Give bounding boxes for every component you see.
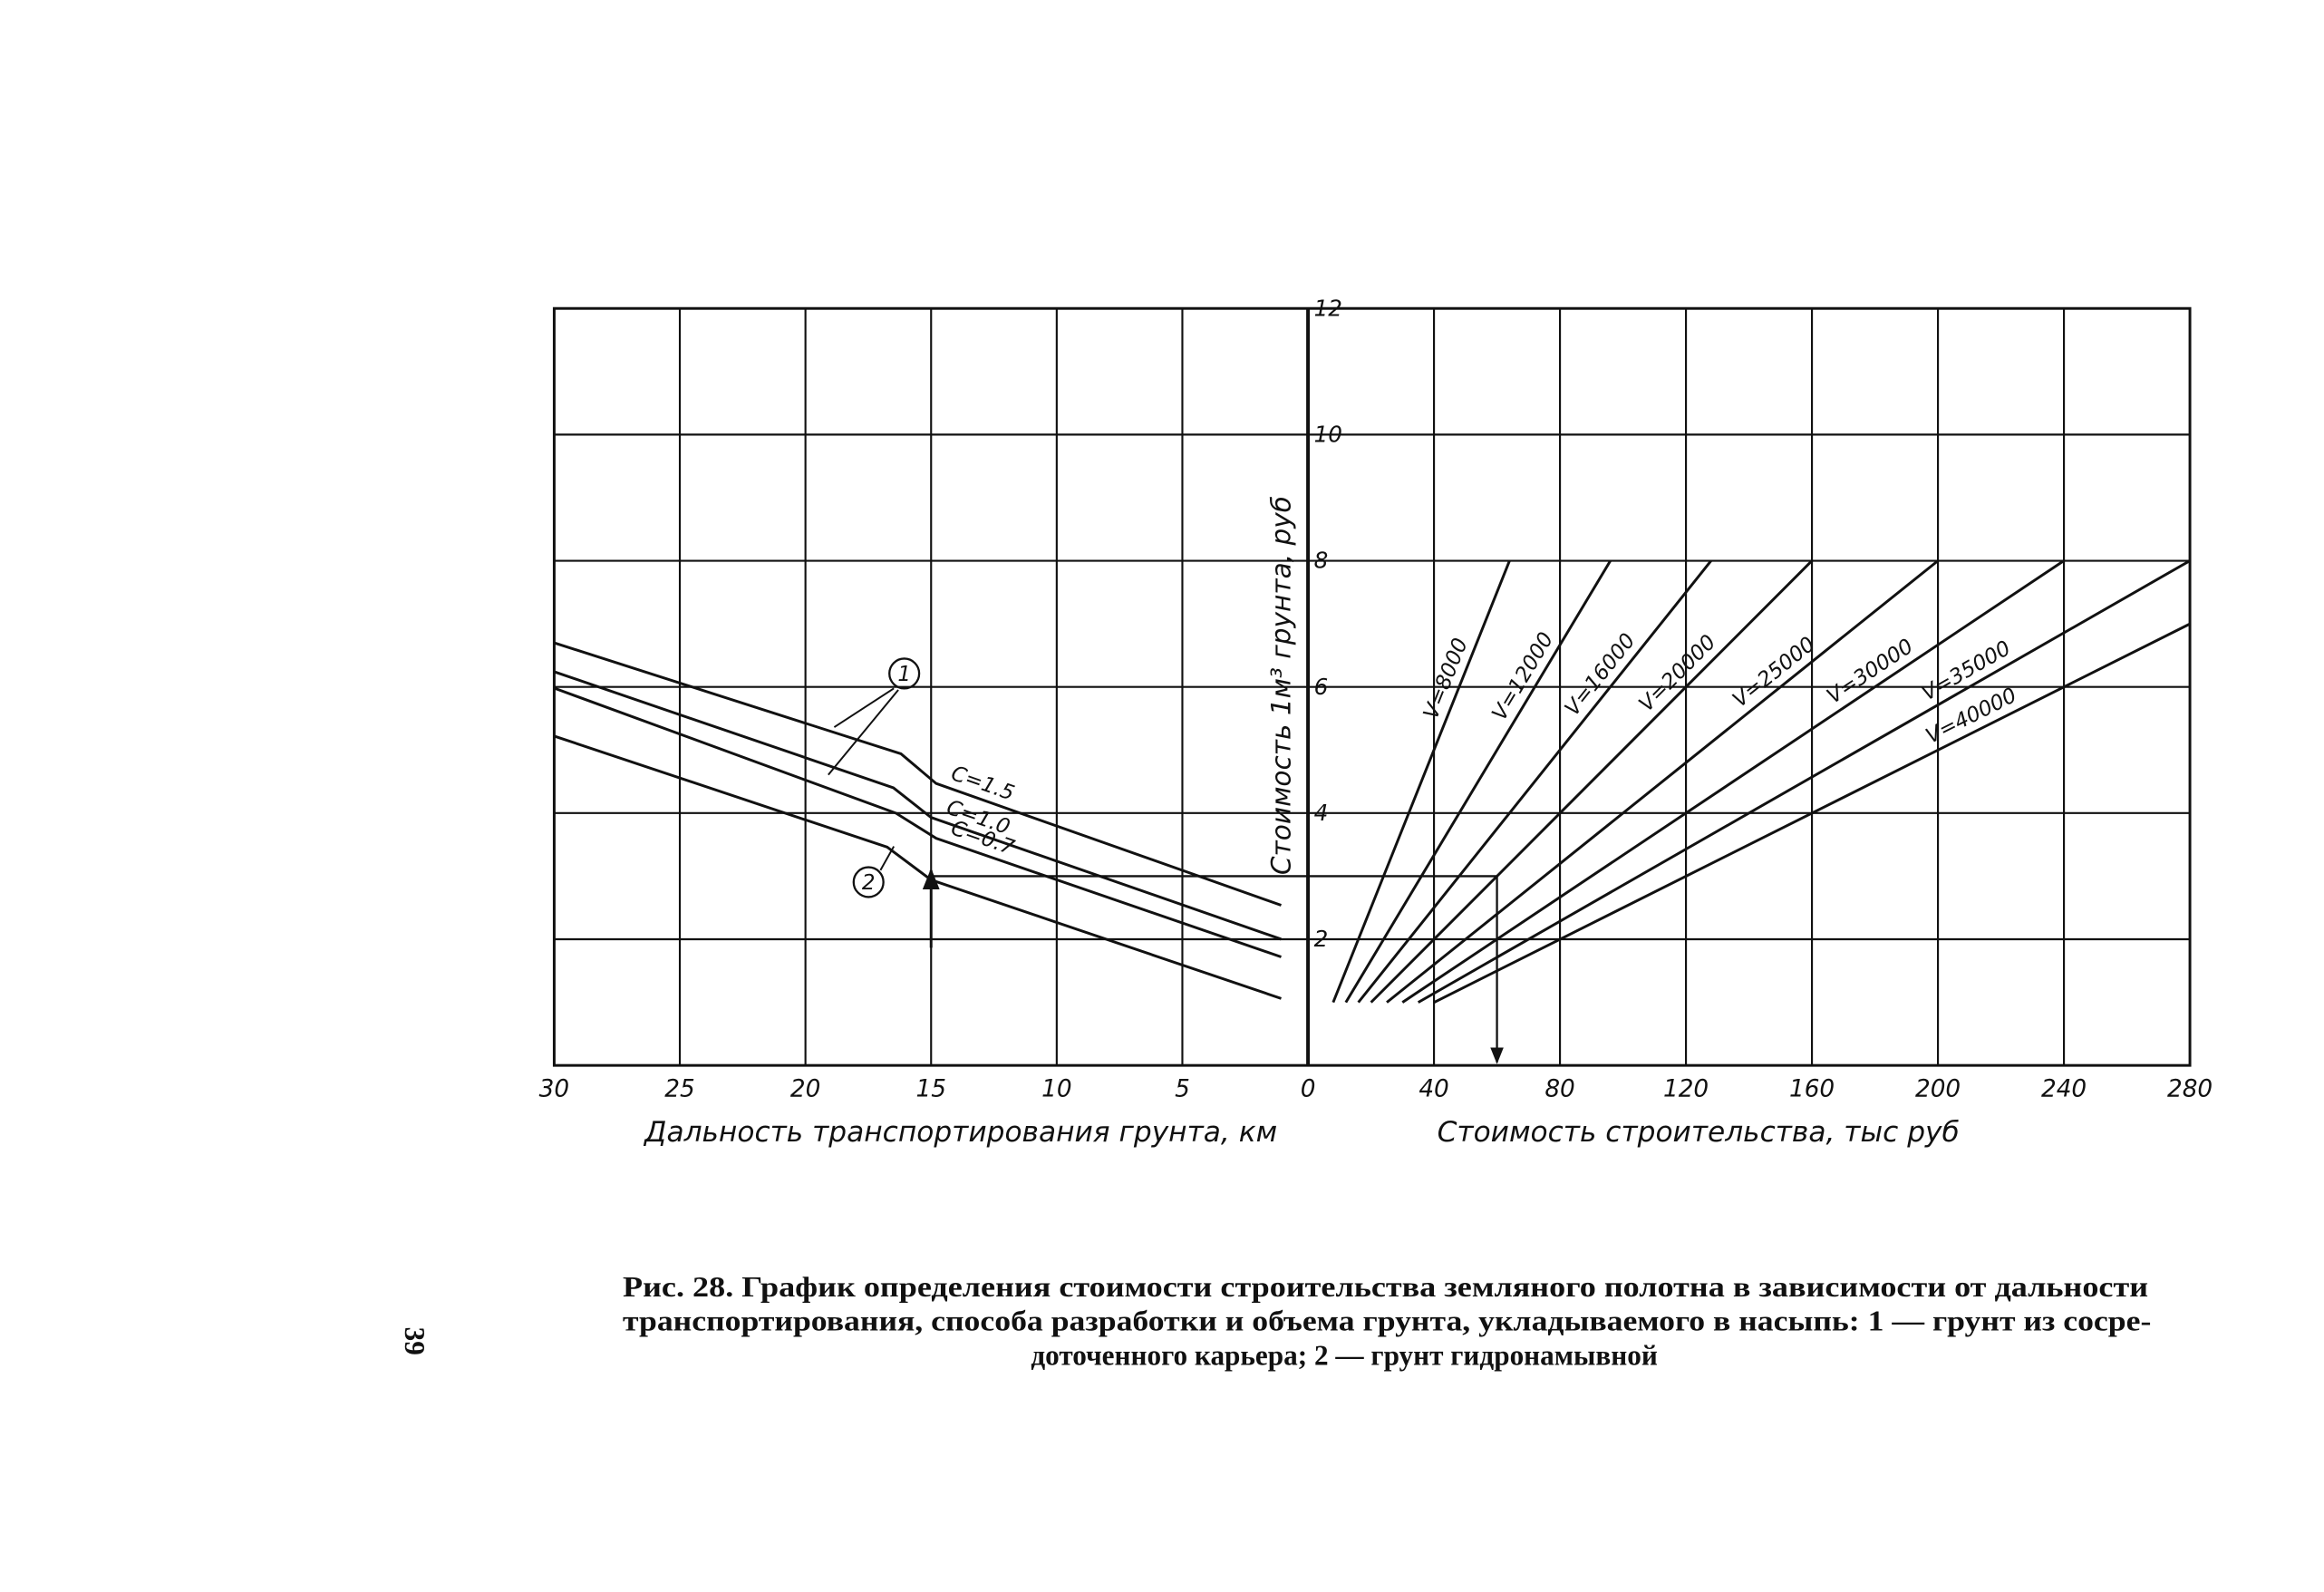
data-line — [1433, 622, 2191, 1004]
data-line — [553, 641, 1282, 907]
annotation-leader — [879, 846, 896, 871]
x-tick-label: 240 — [2041, 1076, 2087, 1103]
y-axis-label: Стоимость 1м³ грунта, руб — [1265, 496, 1296, 875]
y-tick-label: 6 — [1314, 674, 1329, 700]
page-number: 39 — [399, 1327, 431, 1355]
y-tick-label: 10 — [1314, 422, 1342, 448]
data-line — [553, 734, 1282, 1000]
x-axis-label: Стоимость строительства, тыс руб — [1438, 1116, 1960, 1149]
x-tick-label: 20 — [790, 1076, 820, 1103]
y-tick-label: 2 — [1314, 926, 1329, 952]
caption-line: доточенного карьера; 2 — грунт гидронамы… — [1031, 1340, 1658, 1372]
data-line — [1370, 559, 1814, 1004]
annotation-leader — [828, 689, 899, 776]
annotation-label: 1 — [897, 663, 911, 686]
x-tick-label: 160 — [1789, 1076, 1835, 1103]
data-line — [1357, 559, 1712, 1004]
data-line — [553, 670, 1282, 941]
data-line — [1344, 559, 1612, 1004]
x-axis-label: Дальность транспортирования грунта, км — [643, 1116, 1277, 1149]
data-line — [1331, 559, 1511, 1004]
y-tick-label: 4 — [1314, 800, 1329, 826]
x-tick-label: 0 — [1301, 1076, 1316, 1103]
annotation-label: 2 — [862, 871, 876, 895]
caption-line: Рис. 28. График определения стоимости ст… — [623, 1271, 2148, 1303]
x-tick-label: 40 — [1419, 1076, 1448, 1103]
y-tick-label: 8 — [1314, 548, 1329, 574]
data-line — [1417, 559, 2191, 1004]
y-tick-label: 12 — [1314, 295, 1342, 321]
x-tick-label: 200 — [1915, 1076, 1961, 1103]
x-tick-label: 80 — [1544, 1076, 1574, 1103]
annotation-leader — [833, 687, 895, 728]
x-tick-label: 5 — [1175, 1076, 1190, 1103]
x-tick-label: 280 — [2167, 1076, 2213, 1103]
x-tick-label: 10 — [1041, 1076, 1071, 1103]
data-line — [1386, 559, 1940, 1004]
x-tick-label: 15 — [916, 1076, 946, 1103]
x-tick-label: 25 — [664, 1076, 694, 1103]
caption-line: транспортирования, способа разработки и … — [623, 1306, 2151, 1337]
annotation-circle — [888, 657, 921, 690]
x-tick-label: 120 — [1663, 1076, 1709, 1103]
x-tick-label: 30 — [539, 1076, 569, 1103]
data-line — [553, 686, 1282, 958]
annotation-circle — [852, 866, 885, 898]
data-line — [1401, 559, 2065, 1004]
